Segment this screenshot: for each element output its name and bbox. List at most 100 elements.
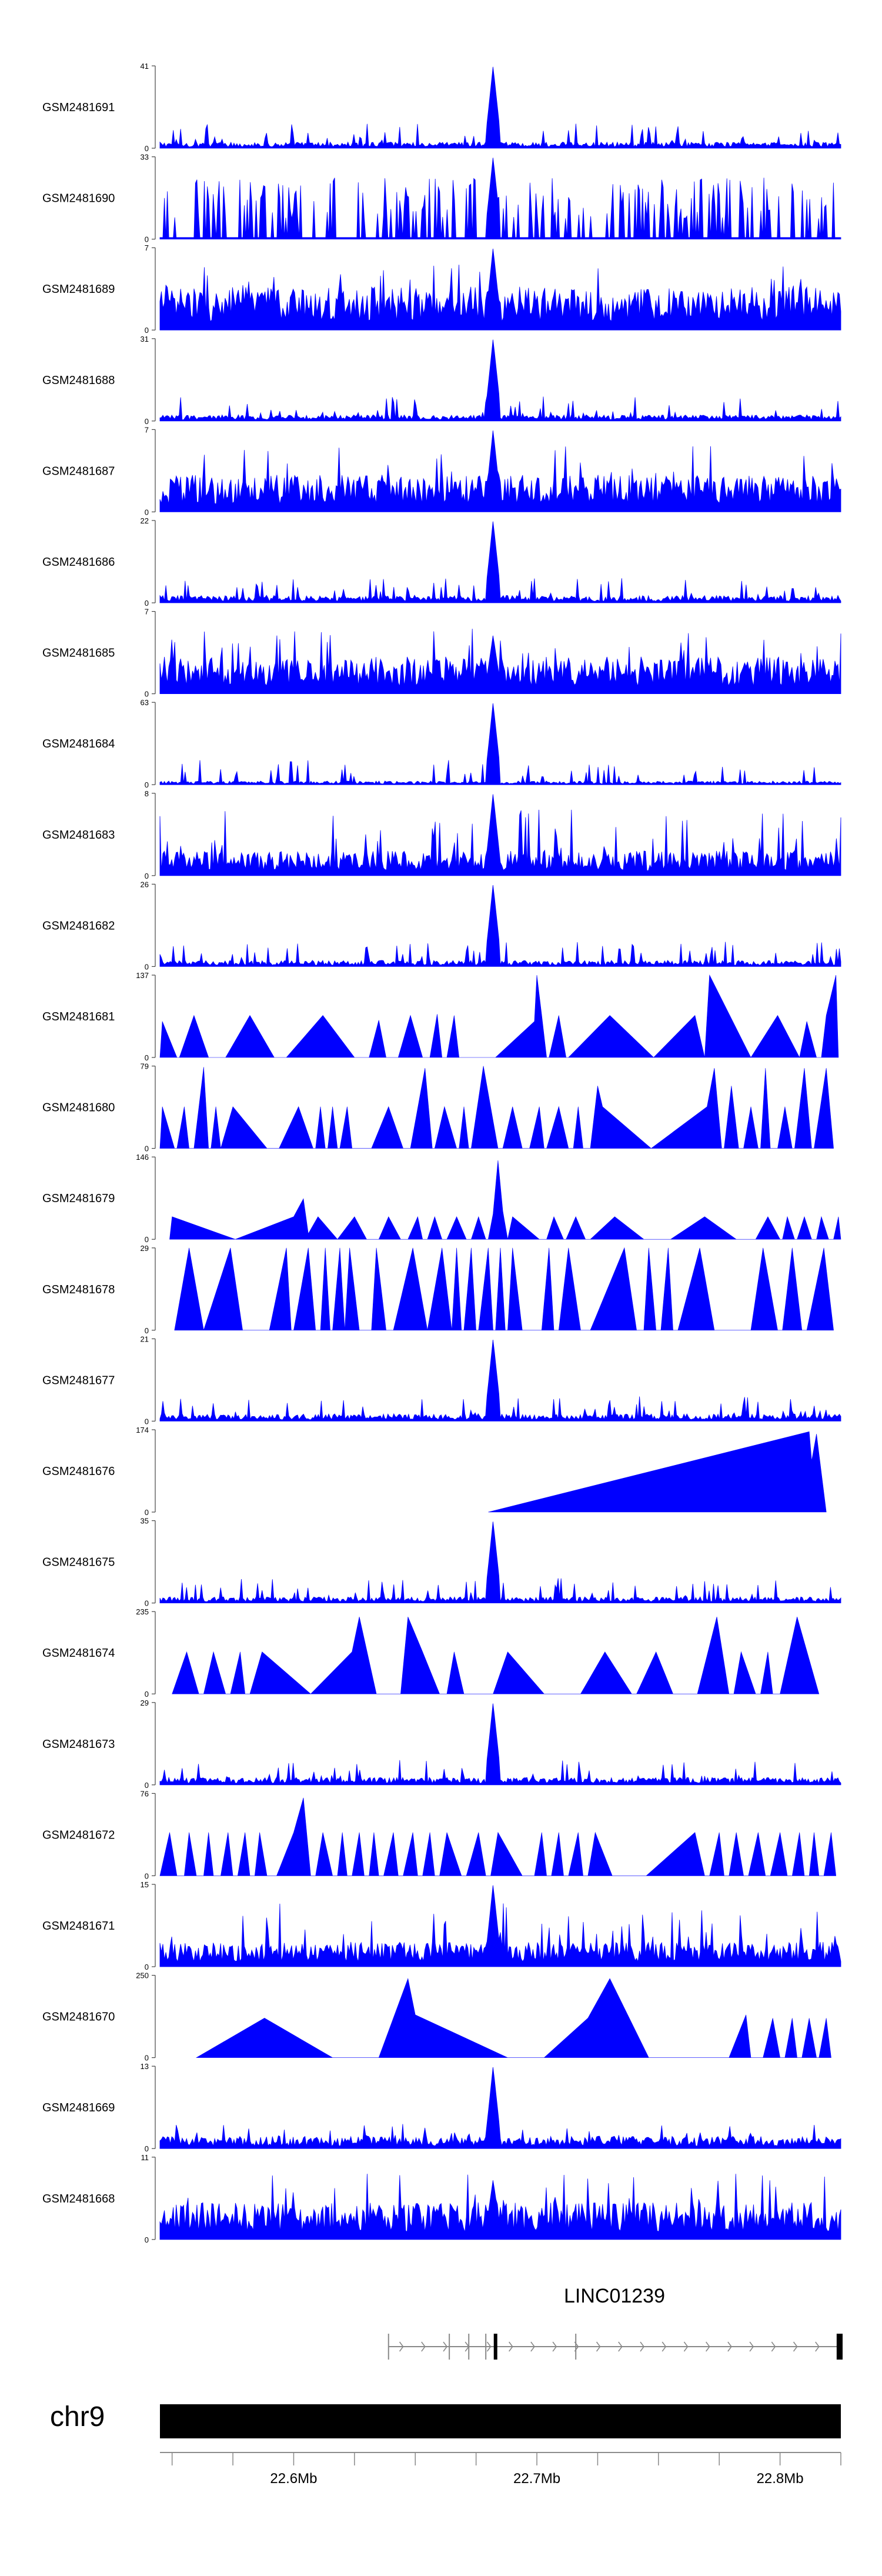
strand-arrow — [421, 2341, 426, 2352]
strand-arrow — [399, 2341, 404, 2352]
track-label: GSM2481670 — [42, 2011, 115, 2024]
genomic-axis: 22.6Mb 22.7Mb 22.8Mb — [160, 2452, 841, 2487]
signal-area — [169, 1160, 841, 1240]
x-tick-label: 22.6Mb — [270, 2471, 317, 2487]
track-GSM2481676: GSM2481676 174 0 — [42, 1426, 827, 1517]
track-label: GSM2481674 — [42, 1647, 115, 1660]
signal-area — [159, 2067, 841, 2149]
track-GSM2481675: GSM2481675 35 0 — [42, 1517, 841, 1608]
y-tick-label-bottom: 0 — [145, 1781, 149, 1790]
y-tick-label-top: 79 — [141, 1062, 149, 1071]
track-label: GSM2481690 — [42, 192, 115, 205]
y-tick-label-top: 33 — [141, 153, 149, 162]
y-tick-label-bottom: 0 — [145, 326, 149, 335]
y-tick-label-top: 29 — [141, 1244, 149, 1253]
signal-area — [159, 521, 841, 603]
y-tick-label-top: 29 — [141, 1699, 149, 1707]
y-tick-label-bottom: 0 — [145, 1144, 149, 1153]
signal-area — [159, 1066, 834, 1149]
track-GSM2481674: GSM2481674 235 0 — [42, 1607, 820, 1699]
y-tick-label-top: 26 — [141, 880, 149, 889]
y-tick-label-top: 76 — [141, 1789, 149, 1798]
y-tick-label-bottom: 0 — [145, 962, 149, 971]
track-label: GSM2481672 — [42, 1828, 115, 1841]
y-tick-label-bottom: 0 — [145, 508, 149, 516]
y-tick-label-bottom: 0 — [145, 1963, 149, 1971]
track-label: GSM2481669 — [42, 2101, 115, 2114]
strand-arrow — [706, 2341, 710, 2352]
y-tick-label-bottom: 0 — [145, 1871, 149, 1880]
track-GSM2481685: GSM2481685 7 0 — [42, 608, 841, 699]
track-GSM2481686: GSM2481686 22 0 — [42, 516, 841, 608]
signal-area — [159, 703, 841, 785]
signal-area — [159, 1521, 841, 1603]
x-tick-label: 22.8Mb — [757, 2471, 804, 2487]
y-tick-label-bottom: 0 — [145, 1235, 149, 1244]
track-label: GSM2481683 — [42, 829, 115, 842]
y-tick-label-top: 7 — [145, 425, 149, 434]
y-tick-label-top: 21 — [141, 1334, 149, 1343]
track-label: GSM2481680 — [42, 1102, 115, 1115]
strand-arrow — [749, 2341, 754, 2352]
track-GSM2481669: GSM2481669 13 0 — [42, 2062, 841, 2153]
signal-area — [159, 885, 841, 967]
x-tick-label: 22.7Mb — [513, 2471, 560, 2487]
track-label: GSM2481677 — [42, 1374, 115, 1387]
track-GSM2481668: GSM2481668 11 0 — [42, 2153, 841, 2244]
strand-arrow — [509, 2341, 513, 2352]
track-label: GSM2481676 — [42, 1465, 115, 1478]
y-tick-label-top: 250 — [136, 1971, 149, 1980]
track-label: GSM2481673 — [42, 1738, 115, 1751]
y-tick-label-bottom: 0 — [145, 599, 149, 608]
gene-label: LINC01239 — [564, 2285, 665, 2307]
track-GSM2481672: GSM2481672 76 0 — [42, 1789, 837, 1880]
strand-arrow — [771, 2341, 776, 2352]
y-tick-label-top: 63 — [141, 698, 149, 707]
signal-area — [159, 1340, 841, 1422]
y-tick-label-bottom: 0 — [145, 1053, 149, 1062]
strand-arrow — [530, 2341, 535, 2352]
y-tick-label-bottom: 0 — [145, 1690, 149, 1699]
signal-area — [159, 974, 839, 1058]
track-label: GSM2481675 — [42, 1556, 115, 1569]
track-label: GSM2481691 — [42, 101, 115, 114]
signal-area — [195, 1978, 831, 2058]
y-tick-label-bottom: 0 — [145, 780, 149, 789]
track-label: GSM2481668 — [42, 2193, 115, 2205]
exon — [839, 2334, 843, 2360]
signal-area — [159, 431, 841, 512]
track-label: GSM2481679 — [42, 1192, 115, 1205]
track-label: GSM2481671 — [42, 1920, 115, 1933]
signal-area — [159, 66, 841, 149]
y-tick-label-top: 11 — [141, 2153, 149, 2162]
y-tick-label-top: 22 — [141, 516, 149, 525]
y-tick-label-bottom: 0 — [145, 144, 149, 153]
strand-arrow — [662, 2341, 667, 2352]
y-tick-label-top: 7 — [145, 243, 149, 252]
track-GSM2481670: GSM2481670 250 0 — [42, 1971, 831, 2063]
strand-arrow — [552, 2341, 557, 2352]
y-tick-label-bottom: 0 — [145, 2235, 149, 2244]
strand-arrow — [443, 2341, 448, 2352]
y-tick-label-bottom: 0 — [145, 1508, 149, 1517]
strand-arrow — [596, 2341, 601, 2352]
track-label: GSM2481684 — [42, 738, 115, 750]
track-label: GSM2481681 — [42, 1010, 115, 1023]
signal-tracks: GSM2481691410GSM2481690330GSM248168970GS… — [42, 62, 841, 2244]
signal-area — [159, 339, 841, 422]
y-tick-label-top: 13 — [141, 2062, 149, 2071]
signal-area — [159, 1703, 841, 1786]
strand-arrow — [618, 2341, 623, 2352]
y-tick-label-bottom: 0 — [145, 690, 149, 699]
y-tick-label-top: 8 — [145, 789, 149, 798]
signal-area — [159, 794, 841, 876]
signal-area — [159, 2174, 841, 2240]
y-tick-label-bottom: 0 — [145, 1599, 149, 1608]
chromosome-track: chr9 — [50, 2401, 841, 2438]
y-tick-label-top: 31 — [141, 335, 149, 343]
strand-arrow — [815, 2341, 820, 2352]
track-label: GSM2481678 — [42, 1283, 115, 1296]
track-label: GSM2481687 — [42, 465, 115, 478]
y-tick-label-bottom: 0 — [145, 2054, 149, 2063]
track-GSM2481689: GSM2481689 7 0 — [42, 243, 841, 335]
